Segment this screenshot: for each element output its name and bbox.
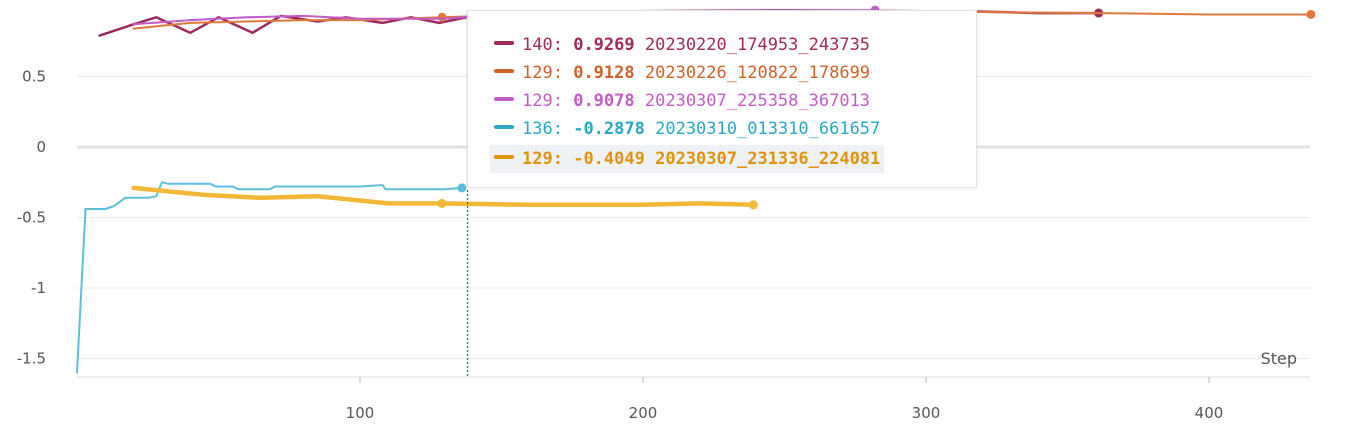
tooltip-series-name: 20230307_225358_367013 bbox=[644, 91, 871, 111]
x-tick-label: 100 bbox=[346, 404, 375, 422]
grid-lines bbox=[77, 76, 1310, 378]
tooltip-step: 136: bbox=[522, 119, 563, 139]
tooltip-series-name: 20230220_174953_243735 bbox=[644, 35, 871, 55]
tooltip-row-highlighted: 129: -0.4049 20230307_231336_224081 bbox=[490, 145, 885, 173]
tooltip-row: 129: 0.9128 20230226_120822_178699 bbox=[494, 59, 874, 87]
series-swatch bbox=[494, 125, 514, 129]
series-swatch bbox=[494, 69, 514, 73]
x-axis-title: Step bbox=[1261, 349, 1297, 368]
tooltip-step: 129: bbox=[522, 149, 563, 169]
tooltip-series-name: 20230310_013310_661657 bbox=[655, 119, 881, 139]
tooltip-step: 129: bbox=[522, 91, 563, 111]
tooltip-value: -0.2878 bbox=[573, 119, 645, 139]
series-swatch bbox=[494, 155, 514, 159]
tooltip-row: 136: -0.2878 20230310_013310_661657 bbox=[494, 115, 884, 143]
tooltip-value: -0.4049 bbox=[573, 149, 645, 169]
tooltip-row: 129: 0.9078 20230307_225358_367013 bbox=[494, 87, 874, 115]
tooltip-row: 140: 0.9269 20230220_174953_243735 bbox=[494, 31, 874, 59]
series-line bbox=[76, 181, 463, 374]
series-swatch bbox=[494, 41, 514, 45]
hover-tooltip: 140: 0.9269 20230220_174953_243735 129: … bbox=[467, 10, 977, 188]
hover-point bbox=[437, 12, 447, 22]
series-line bbox=[131, 185, 756, 208]
tick-labels: 0.5 0 -0.5 -1 -1.5 100 200 300 400 bbox=[17, 68, 1224, 423]
y-tick-label: -0.5 bbox=[17, 209, 46, 227]
tooltip-step: 129: bbox=[522, 63, 563, 83]
x-tick-label: 300 bbox=[912, 404, 941, 422]
y-tick-label: 0 bbox=[36, 138, 46, 156]
y-tick-label: -1.5 bbox=[17, 350, 46, 368]
tooltip-series-name: 20230226_120822_178699 bbox=[644, 63, 871, 83]
tooltip-value: 0.9128 bbox=[573, 63, 635, 83]
hover-point bbox=[437, 198, 447, 208]
x-tick-label: 400 bbox=[1195, 404, 1224, 422]
x-tick-label: 200 bbox=[629, 404, 658, 422]
tooltip-series-name: 20230307_231336_224081 bbox=[655, 149, 881, 169]
series-end-point bbox=[1306, 9, 1316, 19]
series-swatch bbox=[494, 97, 514, 101]
y-tick-label: 0.5 bbox=[22, 68, 46, 86]
tooltip-value: 0.9078 bbox=[573, 91, 635, 111]
tooltip-step: 140: bbox=[522, 35, 563, 55]
series-end-point bbox=[748, 200, 758, 210]
y-tick-label: -1 bbox=[31, 279, 46, 297]
series-end-point bbox=[457, 183, 467, 193]
tooltip-value: 0.9269 bbox=[573, 35, 635, 55]
